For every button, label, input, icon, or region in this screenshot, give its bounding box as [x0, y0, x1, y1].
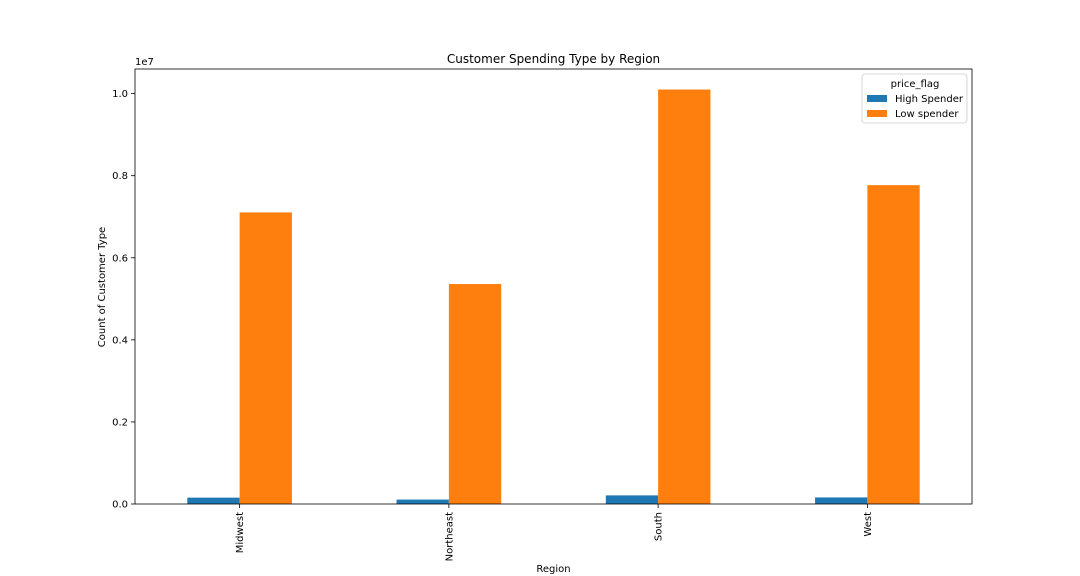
x-tick-label-south: South	[654, 512, 665, 541]
x-tick-label-northeast: Northeast	[444, 512, 455, 561]
bar-south-low-spender	[658, 89, 711, 505]
legend-label-low-spender: Low spender	[895, 109, 959, 120]
y-tick-label: 0.4	[112, 335, 128, 346]
legend-swatch-low-spender	[867, 110, 887, 117]
legend: price_flag High Spender Low spender	[861, 73, 968, 124]
y-tick-label: 0.8	[112, 171, 128, 182]
y-axis-label: Count of Customer Type	[97, 227, 108, 347]
x-tick-label-midwest: Midwest	[235, 512, 246, 553]
y-tick-label: 0.2	[112, 417, 128, 428]
y-axis: 0.0 0.2 0.4 0.6 0.8 1.0	[112, 89, 135, 511]
chart-title: Customer Spending Type by Region	[447, 52, 660, 66]
y-scale-label: 1e7	[135, 57, 154, 68]
x-axis: Midwest Northeast South West	[235, 504, 874, 561]
y-tick-label: 0.0	[112, 500, 128, 511]
legend-title: price_flag	[891, 79, 940, 90]
bar-west-high-spender	[815, 497, 868, 504]
x-axis-label: Region	[536, 564, 570, 575]
bar-midwest-high-spender	[187, 497, 240, 504]
bar-midwest-low-spender	[239, 212, 292, 504]
legend-label-high-spender: High Spender	[895, 94, 964, 105]
legend-swatch-high-spender	[867, 95, 887, 102]
y-tick-label: 1.0	[112, 89, 128, 100]
bars-layer	[187, 89, 920, 505]
bar-northeast-low-spender	[448, 284, 502, 504]
x-tick-label-west: West	[863, 512, 874, 537]
bar-northeast-high-spender	[396, 499, 449, 504]
bar-west-low-spender	[867, 185, 920, 504]
bar-south-high-spender	[605, 495, 659, 504]
plot-frame	[134, 68, 973, 505]
legend-box	[861, 73, 968, 124]
y-tick-label: 0.6	[112, 253, 128, 264]
